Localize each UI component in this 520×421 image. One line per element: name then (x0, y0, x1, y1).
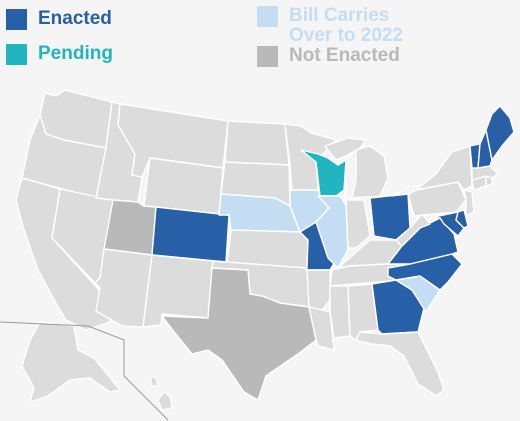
state-louisiana (308, 306, 335, 351)
legend-item-not-enacted: Not Enacted (257, 46, 400, 67)
state-alaska (21, 321, 121, 403)
state-utah (103, 199, 157, 256)
legend-label-enacted: Enacted (38, 8, 112, 29)
legend-swatch-enacted (6, 9, 27, 30)
legend-label-carryover: Bill Carries Over to 2022 (289, 5, 404, 46)
state-colorado (151, 206, 230, 263)
state-arkansas (306, 269, 331, 311)
map-legend: Enacted Pending Bill Carries Over to 202… (0, 0, 520, 80)
state-delaware (455, 209, 469, 229)
legend-item-carryover: Bill Carries Over to 2022 (257, 6, 403, 46)
legend-swatch-carryover (257, 6, 278, 27)
state-north-dakota (224, 120, 290, 166)
state-michigan-upper (324, 137, 367, 161)
state-new-jersey (463, 189, 475, 217)
legend-label-pending: Pending (38, 43, 113, 64)
state-maine (485, 105, 515, 161)
state-michigan (351, 145, 389, 199)
state-texas (161, 267, 317, 401)
state-west-virginia (395, 213, 431, 247)
state-arizona (94, 248, 153, 328)
inset-divider (0, 321, 169, 421)
state-new-hampshire (477, 129, 493, 169)
legend-item-enacted: Enacted (6, 9, 112, 30)
lake-erie (391, 185, 422, 197)
state-mississippi (329, 285, 351, 339)
legend-label-not-enacted: Not Enacted (289, 45, 400, 66)
legend-item-pending: Pending (6, 44, 113, 65)
legend-swatch-not-enacted (257, 46, 278, 67)
legend-swatch-pending (6, 44, 27, 65)
state-new-york (415, 145, 473, 191)
lake-michigan (343, 148, 357, 199)
state-wisconsin (300, 149, 347, 197)
state-indiana (345, 199, 371, 249)
state-hawaii (149, 375, 173, 411)
state-florida (355, 331, 445, 397)
